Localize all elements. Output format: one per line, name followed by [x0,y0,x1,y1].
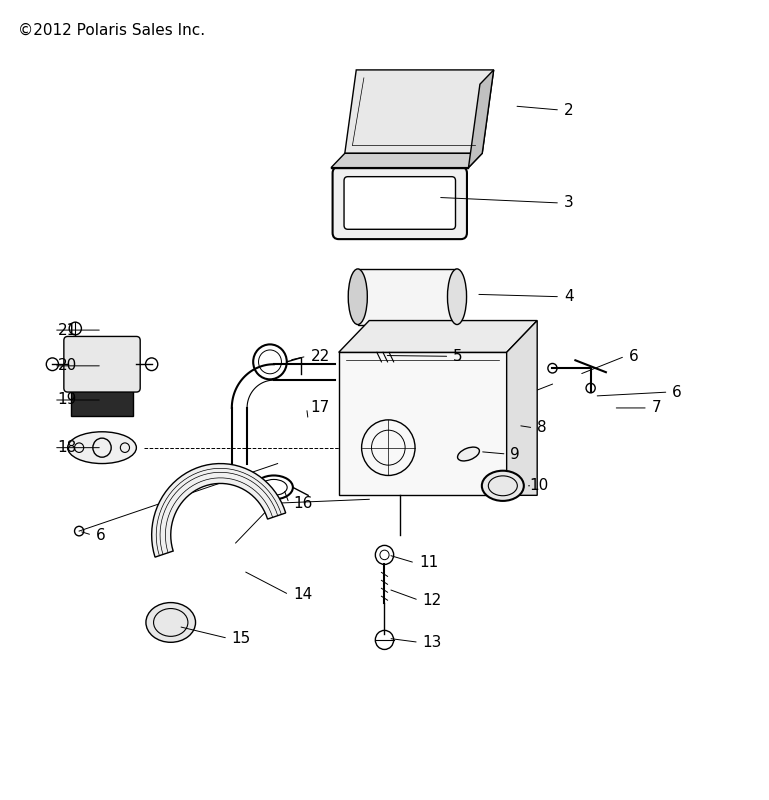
Polygon shape [507,321,538,495]
Text: 15: 15 [231,631,251,646]
Ellipse shape [348,269,368,325]
Text: 6: 6 [629,349,638,364]
Polygon shape [151,463,286,557]
FancyBboxPatch shape [332,167,467,239]
Polygon shape [468,70,494,168]
Text: 8: 8 [538,420,547,435]
Text: 22: 22 [311,349,330,364]
Text: 13: 13 [423,635,442,650]
Polygon shape [338,352,507,495]
Polygon shape [345,70,494,154]
Ellipse shape [68,432,136,463]
Polygon shape [331,154,482,168]
Ellipse shape [482,470,524,501]
Text: 18: 18 [58,440,77,455]
Text: 4: 4 [564,290,574,304]
FancyBboxPatch shape [64,337,140,392]
Text: 11: 11 [419,555,438,570]
Text: 14: 14 [293,587,312,602]
Polygon shape [338,321,538,352]
Text: 10: 10 [530,478,549,494]
Text: 9: 9 [511,446,520,462]
Ellipse shape [146,602,195,642]
Text: 16: 16 [293,496,312,510]
Text: 17: 17 [311,401,330,415]
Text: 3: 3 [564,195,574,210]
Text: 2: 2 [564,102,574,118]
Text: 12: 12 [423,593,442,608]
Text: 6: 6 [96,527,105,542]
Text: 5: 5 [453,349,463,364]
FancyBboxPatch shape [344,177,455,230]
Ellipse shape [448,269,467,325]
Text: 20: 20 [58,358,77,374]
Text: 6: 6 [672,385,682,399]
Text: 7: 7 [651,401,661,415]
Text: ©2012 Polaris Sales Inc.: ©2012 Polaris Sales Inc. [18,22,205,38]
Ellipse shape [458,447,479,461]
Bar [358,269,457,325]
Bar [72,388,132,416]
Text: 21: 21 [58,322,77,338]
Text: 19: 19 [58,393,77,407]
